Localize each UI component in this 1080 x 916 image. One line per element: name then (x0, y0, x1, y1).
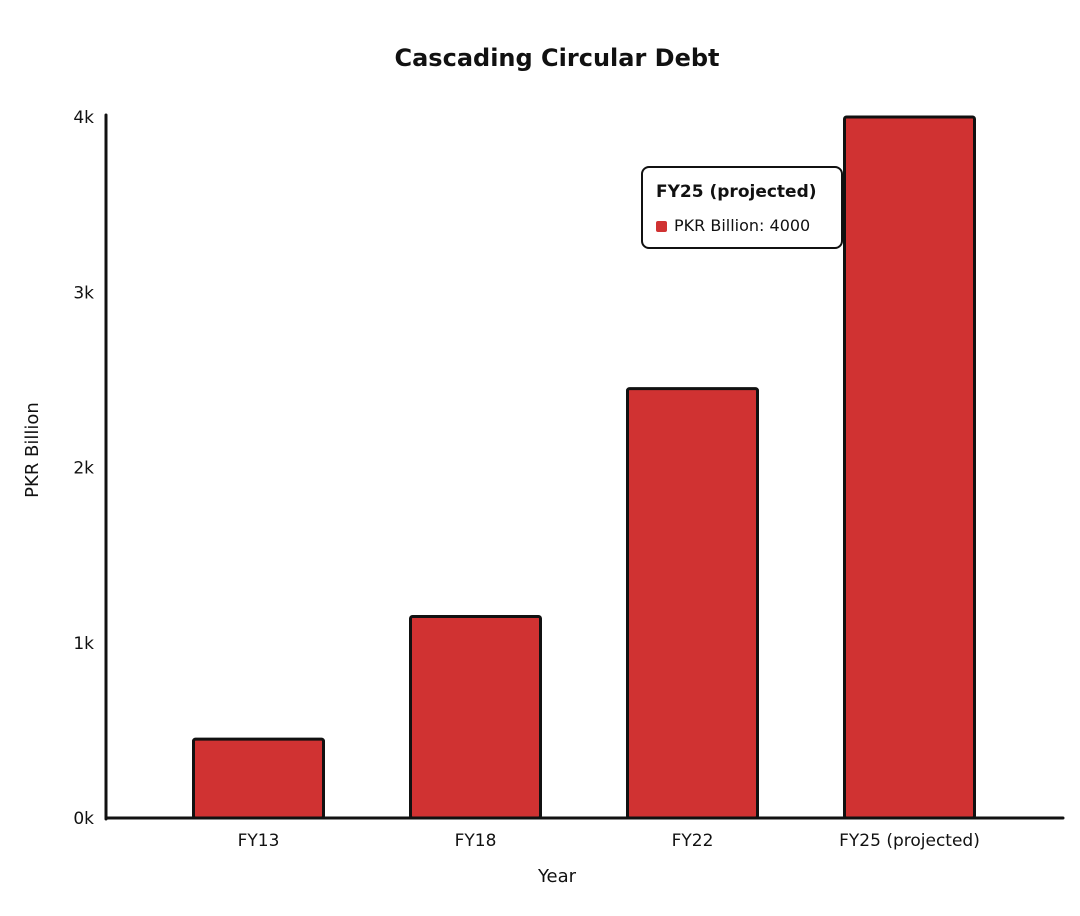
y-tick-label: 2k (73, 459, 94, 479)
x-tick-label: FY25 (projected) (839, 831, 980, 851)
y-tick-label: 4k (73, 108, 94, 128)
tooltip-value-text: PKR Billion: 4000 (674, 216, 810, 235)
bar-0[interactable] (192, 737, 325, 820)
x-axis-label: Year (537, 866, 577, 887)
y-tick-label: 0k (73, 809, 94, 829)
tooltip: FY25 (projected) PKR Billion: 4000 (641, 166, 843, 249)
x-tick-label: FY18 (455, 831, 497, 851)
bars-layer (192, 115, 976, 820)
bar-2[interactable] (626, 387, 759, 820)
bar-3[interactable] (843, 115, 976, 820)
x-tick-label: FY13 (238, 831, 280, 851)
ticks-layer: FY13 FY18 FY22 FY25 (projected) 0k 1k 2k 3k 4k (73, 108, 980, 851)
tooltip-swatch (656, 221, 667, 232)
y-tick-label: 3k (73, 283, 94, 303)
y-axis-label: PKR Billion (22, 402, 43, 498)
chart-title: Cascading Circular Debt (395, 44, 720, 72)
axes-layer (104, 113, 1065, 821)
tooltip-box (641, 166, 843, 249)
bar-1[interactable] (409, 614, 542, 820)
y-tick-label: 1k (73, 634, 94, 654)
x-tick-label: FY22 (672, 831, 714, 851)
tooltip-title: FY25 (projected) (656, 182, 817, 202)
